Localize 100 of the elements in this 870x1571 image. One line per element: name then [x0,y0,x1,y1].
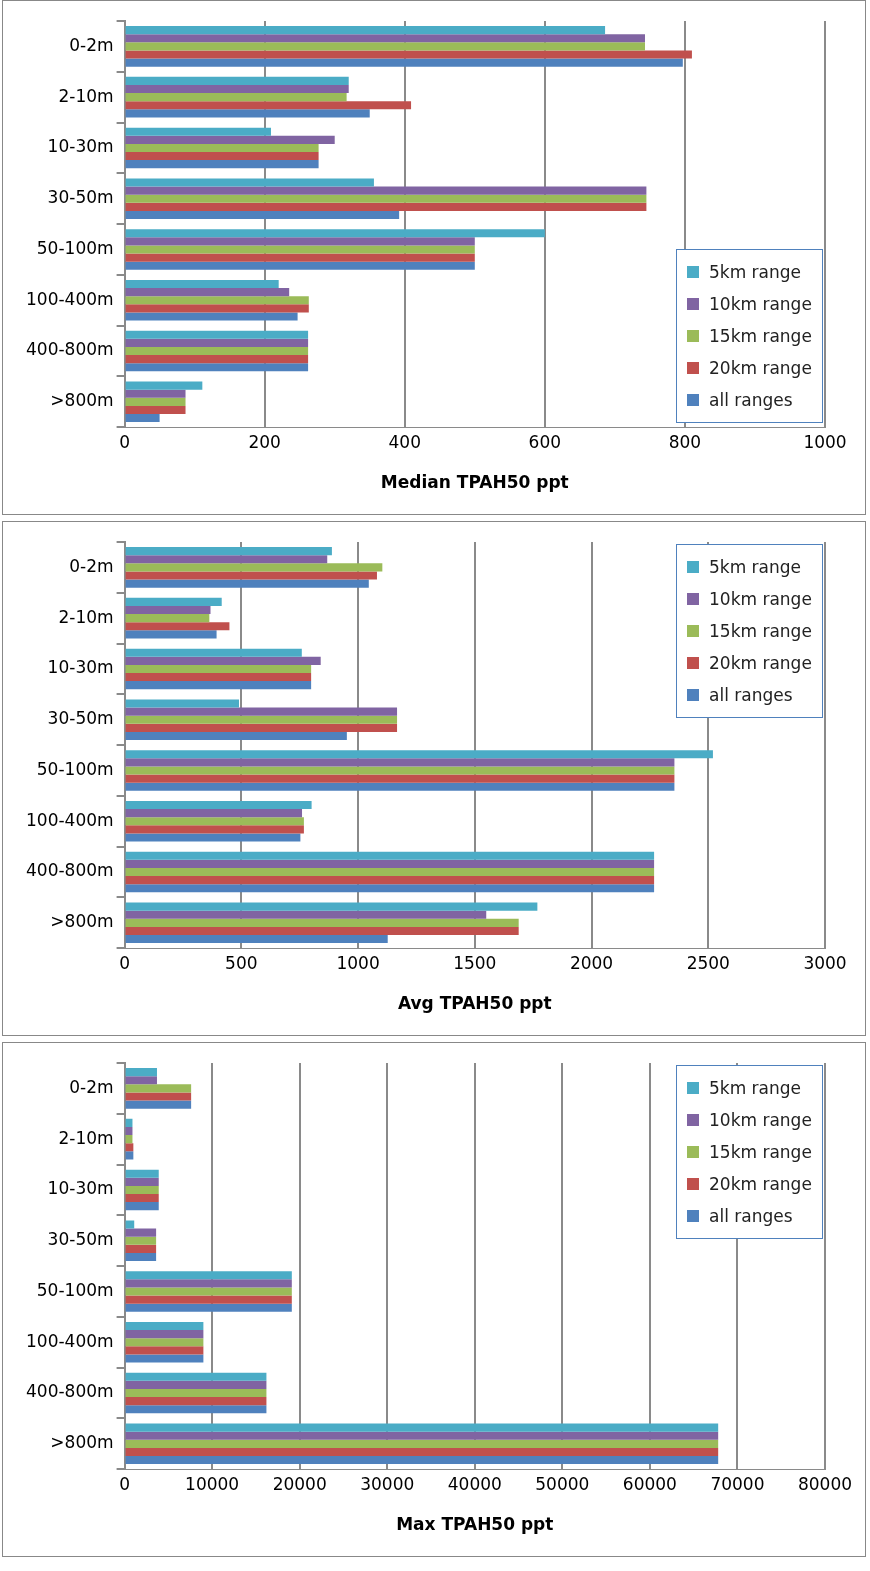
bar [125,1084,192,1093]
x-tick-label: 2500 [686,952,730,973]
bar [125,571,377,580]
legend-label: all ranges [709,1206,793,1226]
bar [125,1185,159,1194]
bar [125,178,374,187]
x-tick-label: 0 [119,431,130,452]
x-tick-label: 500 [225,952,258,973]
bar [125,346,309,356]
bar [125,237,475,246]
bar [125,1076,157,1085]
bar [125,42,645,51]
bar [125,555,328,564]
bar [125,1423,719,1432]
bar [125,707,398,716]
y-tick-label: 30-50m [47,708,114,729]
bar [125,664,312,673]
legend-label: 10km range [709,1110,812,1130]
x-tick-label: 30000 [360,1473,415,1494]
bar [125,253,475,262]
bar [125,1397,267,1406]
bar [125,1321,204,1331]
bar [125,1194,159,1203]
bar [125,723,398,732]
bar [125,152,319,161]
bar [125,279,279,289]
x-axis-title: Avg TPAH50 ppt [397,993,552,1014]
bar [125,731,347,741]
x-tick-label: 40000 [447,1473,502,1494]
x-tick-label: 200 [248,431,281,452]
bar [125,1456,719,1465]
bar [125,630,217,639]
x-tick-label: 1500 [453,952,497,973]
bar [125,186,647,195]
bar [125,1252,157,1262]
bar [125,1295,292,1304]
x-tick-label: 10000 [185,1473,240,1494]
bar [125,330,309,339]
bar [125,622,230,631]
bar [125,1380,267,1389]
bar [125,1100,192,1109]
bar [125,699,239,708]
bar [125,902,538,911]
y-tick-label: 400-800m [26,1381,114,1402]
bar [125,1177,159,1186]
x-tick-label: 20000 [272,1473,327,1494]
x-tick-label: 1000 [336,952,380,973]
bar [125,766,675,775]
bar [125,859,655,868]
bar [125,825,304,834]
bar [125,867,655,877]
bar [125,1303,292,1312]
bar [125,160,319,169]
bar [125,1279,292,1288]
x-tick-label: 3000 [803,952,847,973]
bar [125,782,675,791]
x-tick-label: 50000 [535,1473,590,1494]
bar [125,1220,135,1229]
y-tick-label: 30-50m [47,187,114,208]
bar [125,312,298,321]
bar [125,26,606,35]
bar [125,93,347,102]
x-axis-title: Max TPAH50 ppt [396,1514,554,1535]
legend-label: 20km range [709,653,812,673]
bar [125,910,487,919]
x-axis-title: Median TPAH50 ppt [380,472,569,493]
bar [125,288,290,297]
bar [125,926,519,935]
bar [125,1388,267,1398]
y-tick-label: 10-30m [47,136,114,157]
bar [125,1330,204,1339]
legend-label: 15km range [709,621,812,641]
y-tick-label: >800m [50,911,114,932]
bar [125,884,655,893]
x-tick-label: 400 [388,431,421,452]
legend-label: 10km range [709,589,812,609]
bar [125,338,309,347]
bar [125,1447,719,1456]
bar [125,1244,157,1253]
bar [125,127,271,136]
bar [125,143,319,152]
bar [125,681,312,690]
bar [125,614,210,623]
legend-label: all ranges [709,390,793,411]
bar [125,715,398,724]
legend-label: 15km range [709,326,812,347]
bar [125,304,309,313]
bar [125,389,186,398]
bar [125,648,302,657]
legend-label: 20km range [709,1174,812,1194]
bar [125,935,388,944]
bar [125,579,369,588]
bar [125,605,211,615]
bar [125,1431,719,1440]
y-tick-label: 2-10m [58,1127,114,1148]
legend-label: all ranges [709,685,793,705]
bar [125,1271,292,1280]
bar [125,809,303,818]
legend-label: 10km range [709,294,812,315]
bar [125,1338,204,1347]
